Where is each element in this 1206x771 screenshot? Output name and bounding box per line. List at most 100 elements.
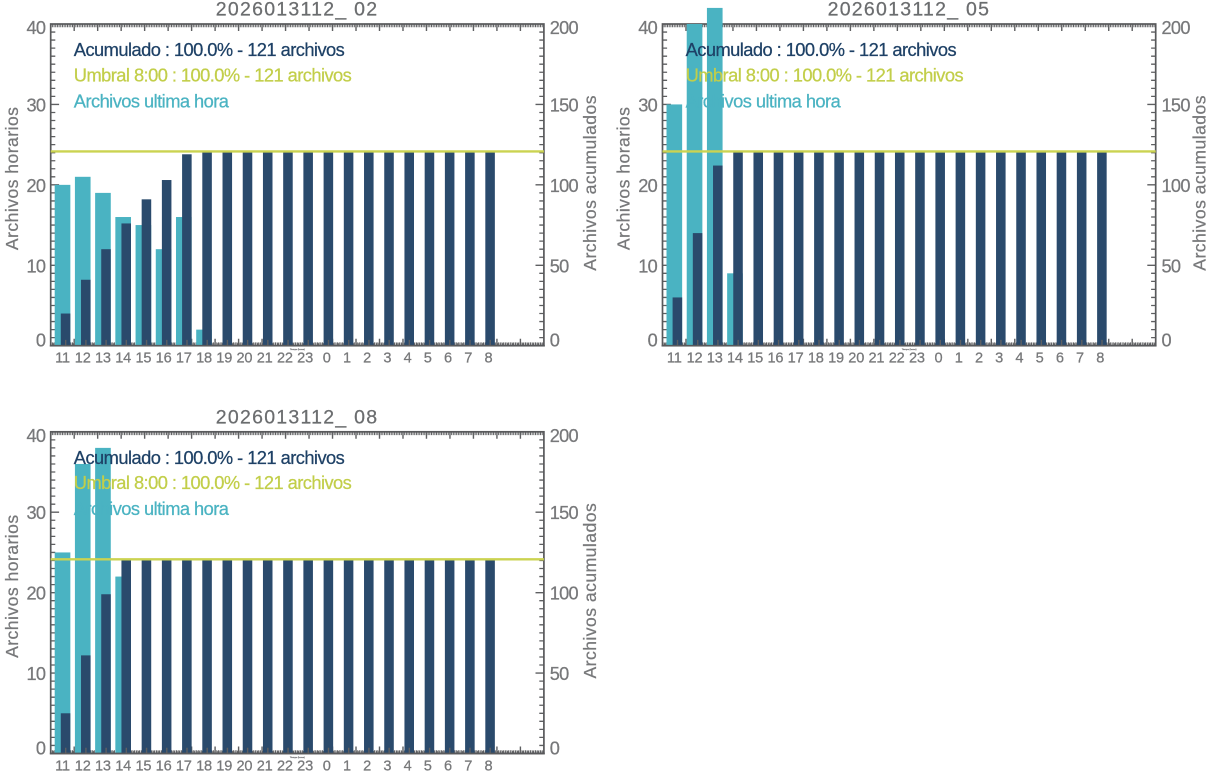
svg-text:11: 11 xyxy=(55,758,70,771)
svg-text:10: 10 xyxy=(26,256,45,276)
svg-text:17: 17 xyxy=(788,351,804,367)
svg-text:0: 0 xyxy=(935,351,943,367)
svg-text:3: 3 xyxy=(995,351,1003,367)
svg-text:Umbral 8:00 : 100.0% - 121 arc: Umbral 8:00 : 100.0% - 121 archivos xyxy=(74,472,352,493)
svg-text:15: 15 xyxy=(747,351,763,367)
svg-text:16: 16 xyxy=(156,351,172,367)
svg-text:20: 20 xyxy=(848,351,864,367)
svg-text:Archivos ultima hora: Archivos ultima hora xyxy=(74,90,230,111)
svg-text:3: 3 xyxy=(383,351,391,367)
svg-text:19: 19 xyxy=(828,351,844,367)
svg-text:12: 12 xyxy=(75,758,91,771)
svg-text:50: 50 xyxy=(550,664,569,684)
svg-text:30: 30 xyxy=(26,95,45,115)
svg-text:20: 20 xyxy=(26,584,45,604)
svg-text:100: 100 xyxy=(550,176,579,196)
svg-text:21: 21 xyxy=(257,758,273,771)
svg-text:40: 40 xyxy=(26,426,45,446)
svg-text:Acumulado : 100.0% - 121 archi: Acumulado : 100.0% - 121 archivos xyxy=(74,39,345,60)
svg-text:13: 13 xyxy=(95,351,111,367)
svg-text:150: 150 xyxy=(1162,95,1191,115)
svg-text:7: 7 xyxy=(464,758,472,771)
svg-text:Archivos horarios: Archivos horarios xyxy=(614,107,634,251)
svg-text:8: 8 xyxy=(484,351,492,367)
svg-text:Umbral 8:00 : 100.0% - 121 arc: Umbral 8:00 : 100.0% - 121 archivos xyxy=(74,64,352,85)
svg-text:16: 16 xyxy=(156,758,172,771)
svg-text:6: 6 xyxy=(1056,351,1064,367)
svg-text:8: 8 xyxy=(484,758,492,771)
svg-text:Tiempo (horas): Tiempo (horas) xyxy=(902,348,917,351)
svg-text:50: 50 xyxy=(550,256,569,276)
svg-text:6: 6 xyxy=(444,351,452,367)
svg-text:15: 15 xyxy=(135,758,151,771)
svg-text:5: 5 xyxy=(424,351,432,367)
svg-text:10: 10 xyxy=(638,256,657,276)
svg-text:150: 150 xyxy=(550,503,579,523)
svg-text:0: 0 xyxy=(36,739,46,759)
svg-text:23: 23 xyxy=(297,351,313,367)
svg-text:1: 1 xyxy=(955,351,963,367)
svg-text:11: 11 xyxy=(667,351,682,367)
svg-text:13: 13 xyxy=(95,758,111,771)
svg-text:50: 50 xyxy=(1162,256,1181,276)
svg-text:20: 20 xyxy=(26,176,45,196)
svg-text:0: 0 xyxy=(323,758,331,771)
svg-text:14: 14 xyxy=(115,351,131,367)
svg-text:1: 1 xyxy=(343,758,351,771)
svg-text:6: 6 xyxy=(444,758,452,771)
svg-text:17: 17 xyxy=(176,351,192,367)
svg-text:22: 22 xyxy=(889,351,905,367)
svg-text:200: 200 xyxy=(1162,18,1191,38)
svg-text:23: 23 xyxy=(909,351,925,367)
svg-text:2026013112_ 02: 2026013112_ 02 xyxy=(216,0,379,21)
svg-text:4: 4 xyxy=(404,351,412,367)
svg-text:100: 100 xyxy=(550,584,579,604)
svg-text:0: 0 xyxy=(648,331,658,351)
svg-text:5: 5 xyxy=(424,758,432,771)
svg-text:0: 0 xyxy=(36,331,46,351)
svg-text:18: 18 xyxy=(808,351,824,367)
svg-text:Archivos acumulados: Archivos acumulados xyxy=(580,95,600,271)
svg-text:2: 2 xyxy=(363,351,371,367)
svg-text:Archivos ultima hora: Archivos ultima hora xyxy=(74,498,230,519)
svg-text:22: 22 xyxy=(277,351,293,367)
svg-text:4: 4 xyxy=(404,758,412,771)
svg-text:19: 19 xyxy=(216,758,232,771)
svg-text:Tiempo (horas): Tiempo (horas) xyxy=(290,348,305,351)
svg-text:11: 11 xyxy=(55,351,70,367)
svg-text:30: 30 xyxy=(638,95,657,115)
svg-text:0: 0 xyxy=(550,331,560,351)
svg-text:4: 4 xyxy=(1015,351,1023,367)
svg-text:20: 20 xyxy=(638,176,657,196)
svg-text:Archivos acumulados: Archivos acumulados xyxy=(580,503,600,679)
svg-text:Archivos horarios: Archivos horarios xyxy=(2,107,22,251)
svg-text:2026013112_ 05: 2026013112_ 05 xyxy=(828,0,991,21)
svg-text:2: 2 xyxy=(363,758,371,771)
svg-text:Archivos ultima hora: Archivos ultima hora xyxy=(686,90,842,111)
svg-text:12: 12 xyxy=(75,351,91,367)
svg-text:Archivos horarios: Archivos horarios xyxy=(2,514,22,658)
svg-text:0: 0 xyxy=(323,351,331,367)
svg-text:20: 20 xyxy=(237,758,253,771)
svg-text:10: 10 xyxy=(26,664,45,684)
svg-text:40: 40 xyxy=(26,18,45,38)
svg-text:21: 21 xyxy=(257,351,273,367)
svg-text:7: 7 xyxy=(464,351,472,367)
svg-text:30: 30 xyxy=(26,503,45,523)
svg-text:Acumulado : 100.0% - 121 archi: Acumulado : 100.0% - 121 archivos xyxy=(74,447,345,468)
svg-text:18: 18 xyxy=(196,351,212,367)
svg-text:5: 5 xyxy=(1036,351,1044,367)
svg-text:14: 14 xyxy=(727,351,743,367)
svg-text:Acumulado : 100.0% - 121 archi: Acumulado : 100.0% - 121 archivos xyxy=(686,39,957,60)
svg-text:100: 100 xyxy=(1162,176,1191,196)
svg-text:200: 200 xyxy=(550,426,579,446)
svg-text:18: 18 xyxy=(196,758,212,771)
svg-text:13: 13 xyxy=(707,351,723,367)
svg-text:1: 1 xyxy=(343,351,351,367)
svg-text:Tiempo (horas): Tiempo (horas) xyxy=(290,756,305,759)
svg-text:15: 15 xyxy=(135,351,151,367)
svg-text:0: 0 xyxy=(1162,331,1172,351)
svg-text:0: 0 xyxy=(550,739,560,759)
svg-text:2: 2 xyxy=(975,351,983,367)
svg-text:3: 3 xyxy=(383,758,391,771)
